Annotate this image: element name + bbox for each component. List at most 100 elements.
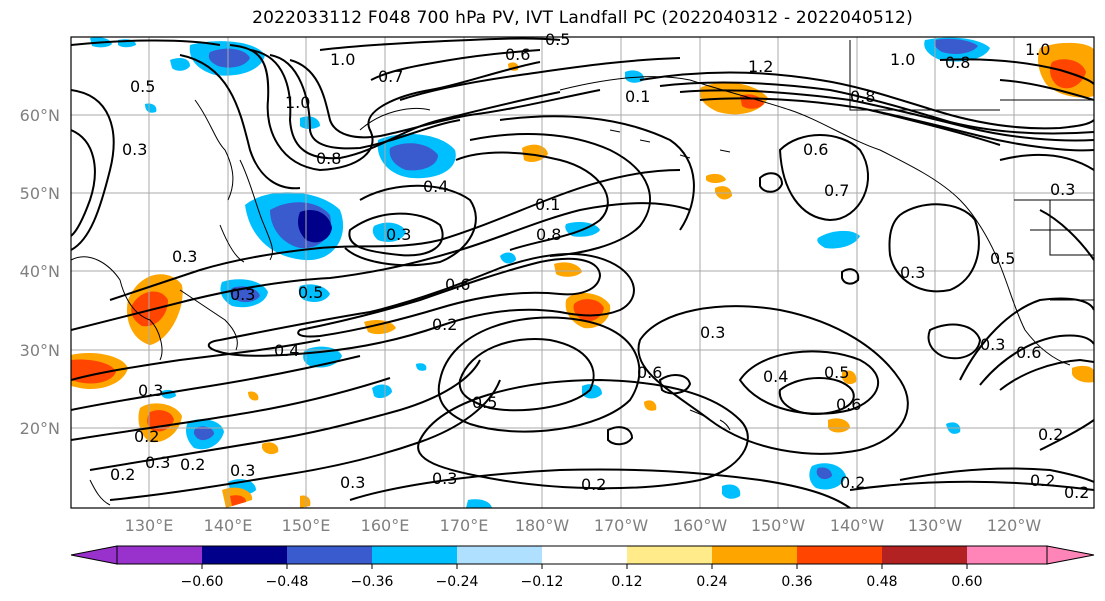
contour-label: 0.2 — [110, 465, 135, 484]
lon-label: 130°E — [125, 516, 174, 535]
contour-labels: 1.0 0.6 0.5 1.0 0.8 1.0 0.7 1.0 0.5 1.2 … — [110, 30, 1089, 502]
negative-pv-patch — [208, 48, 250, 68]
lon-label: 120°W — [987, 516, 1042, 535]
contour-label: 1.0 — [890, 50, 915, 69]
coastlines — [71, 40, 1094, 506]
contour-label: 0.3 — [700, 323, 725, 342]
colorbar-tick-label: 0.36 — [781, 574, 812, 590]
contour-label: 0.5 — [545, 30, 570, 49]
contour-label: 0.3 — [900, 263, 925, 282]
graticule — [71, 37, 1094, 508]
figure-title: 2022033112 F048 700 hPa PV, IVT Landfall… — [252, 8, 913, 28]
contour-label: 0.6 — [505, 45, 530, 64]
contour-label: 0.1 — [535, 195, 560, 214]
contour-label: 0.2 — [581, 475, 606, 494]
colorbar-tick-label: −0.36 — [351, 574, 394, 590]
contour-label: 1.0 — [285, 93, 310, 112]
contour-label: 0.3 — [230, 285, 255, 304]
colorbar-tick-label: −0.48 — [266, 574, 309, 590]
colorbar-frame — [116, 545, 1048, 565]
negative-pv-patch — [817, 230, 860, 249]
contour-label: 0.4 — [423, 177, 448, 196]
lat-label: 60°N — [20, 106, 60, 125]
contour-label: 0.2 — [840, 473, 865, 492]
contour-label: 0.6 — [803, 140, 828, 159]
contour-label: 0.8 — [316, 149, 341, 168]
colorbar-segment — [882, 546, 967, 564]
contour-label: 0.3 — [145, 453, 170, 472]
positive-pv-patch — [828, 418, 850, 433]
colorbar-segment — [457, 546, 542, 564]
positive-pv-patch — [364, 320, 396, 335]
contour-label: 0.3 — [172, 247, 197, 266]
colorbar-tick-label: 0.12 — [611, 574, 642, 590]
positive-pv-patch — [554, 262, 582, 277]
lon-label: 150°W — [751, 516, 806, 535]
contour-label: 0.7 — [824, 181, 849, 200]
map-frame — [70, 36, 1095, 509]
contour-label: 0.3 — [138, 381, 163, 400]
contour-label: 0.3 — [1050, 180, 1075, 199]
contour-label: 0.8 — [536, 225, 561, 244]
negative-pv-patch — [816, 467, 832, 480]
contour-label: 0.6 — [445, 275, 470, 294]
negative-pv-patch — [298, 284, 330, 302]
negative-pv-patch — [416, 363, 427, 371]
pv-contours — [71, 37, 1094, 508]
lat-label: 50°N — [20, 184, 60, 203]
negative-pv-patch — [170, 58, 190, 71]
contour-label: 0.6 — [637, 363, 662, 382]
positive-pv-patch — [706, 173, 726, 183]
positive-pv-patch — [842, 370, 857, 385]
positive-pv-patch — [1050, 59, 1086, 89]
colorbar-low-extend — [70, 545, 118, 565]
contour-label: 0.1 — [625, 87, 650, 106]
lat-label: 40°N — [20, 262, 60, 281]
colorbar-segment — [542, 546, 627, 564]
colorbar-segment — [967, 546, 1047, 564]
lat-label: 30°N — [20, 341, 60, 360]
lon-label: 160°E — [361, 516, 410, 535]
colorbar-segment — [627, 546, 712, 564]
contour-label: 0.5 — [824, 363, 849, 382]
contour-label: 0.2 — [1030, 471, 1055, 490]
contour-label: 0.3 — [980, 335, 1005, 354]
colorbar-tick-label: 0.24 — [696, 574, 727, 590]
colorbar-tick-label: 0.60 — [951, 574, 982, 590]
latitude-labels: 60°N 50°N 40°N 30°N 20°N — [20, 106, 60, 438]
contour-label: 0.2 — [1038, 425, 1063, 444]
longitude-labels: 130°E 140°E 150°E 160°E 170°E 180°W 170°… — [125, 516, 1042, 535]
contour-label: 0.2 — [134, 427, 159, 446]
lon-label: 170°E — [440, 516, 489, 535]
positive-pv-patch — [644, 400, 657, 411]
contour-label: 0.8 — [945, 53, 970, 72]
pv-shading — [71, 37, 1094, 508]
contour-label: 1.0 — [330, 50, 355, 69]
contour-label: 0.3 — [122, 140, 147, 159]
negative-pv-patch — [625, 70, 645, 83]
contour-label: 0.2 — [432, 315, 457, 334]
colorbar-segment — [372, 546, 457, 564]
contour-label: 0.5 — [990, 249, 1015, 268]
contour-label: 0.3 — [386, 225, 411, 244]
negative-pv-patch — [193, 426, 214, 441]
positive-pv-patch — [248, 391, 259, 401]
contour-label: 0.3 — [340, 473, 365, 492]
contour-label: 1.2 — [748, 57, 773, 76]
colorbar-tick-label: −0.60 — [181, 574, 224, 590]
contour-label: 0.8 — [850, 87, 875, 106]
lon-label: 140°W — [830, 516, 885, 535]
contour-label: 0.5 — [298, 283, 323, 302]
lat-label: 20°N — [20, 419, 60, 438]
colorbar-tick-label: 0.48 — [866, 574, 897, 590]
colorbar-segment — [287, 546, 372, 564]
lon-label: 180°W — [515, 516, 570, 535]
positive-pv-patch — [230, 495, 246, 506]
negative-pv-patch — [722, 484, 741, 499]
contour-label: 0.3 — [432, 469, 457, 488]
lon-label: 140°E — [204, 516, 253, 535]
contour-label: 0.3 — [230, 461, 255, 480]
contour-label: 0.4 — [763, 367, 788, 386]
